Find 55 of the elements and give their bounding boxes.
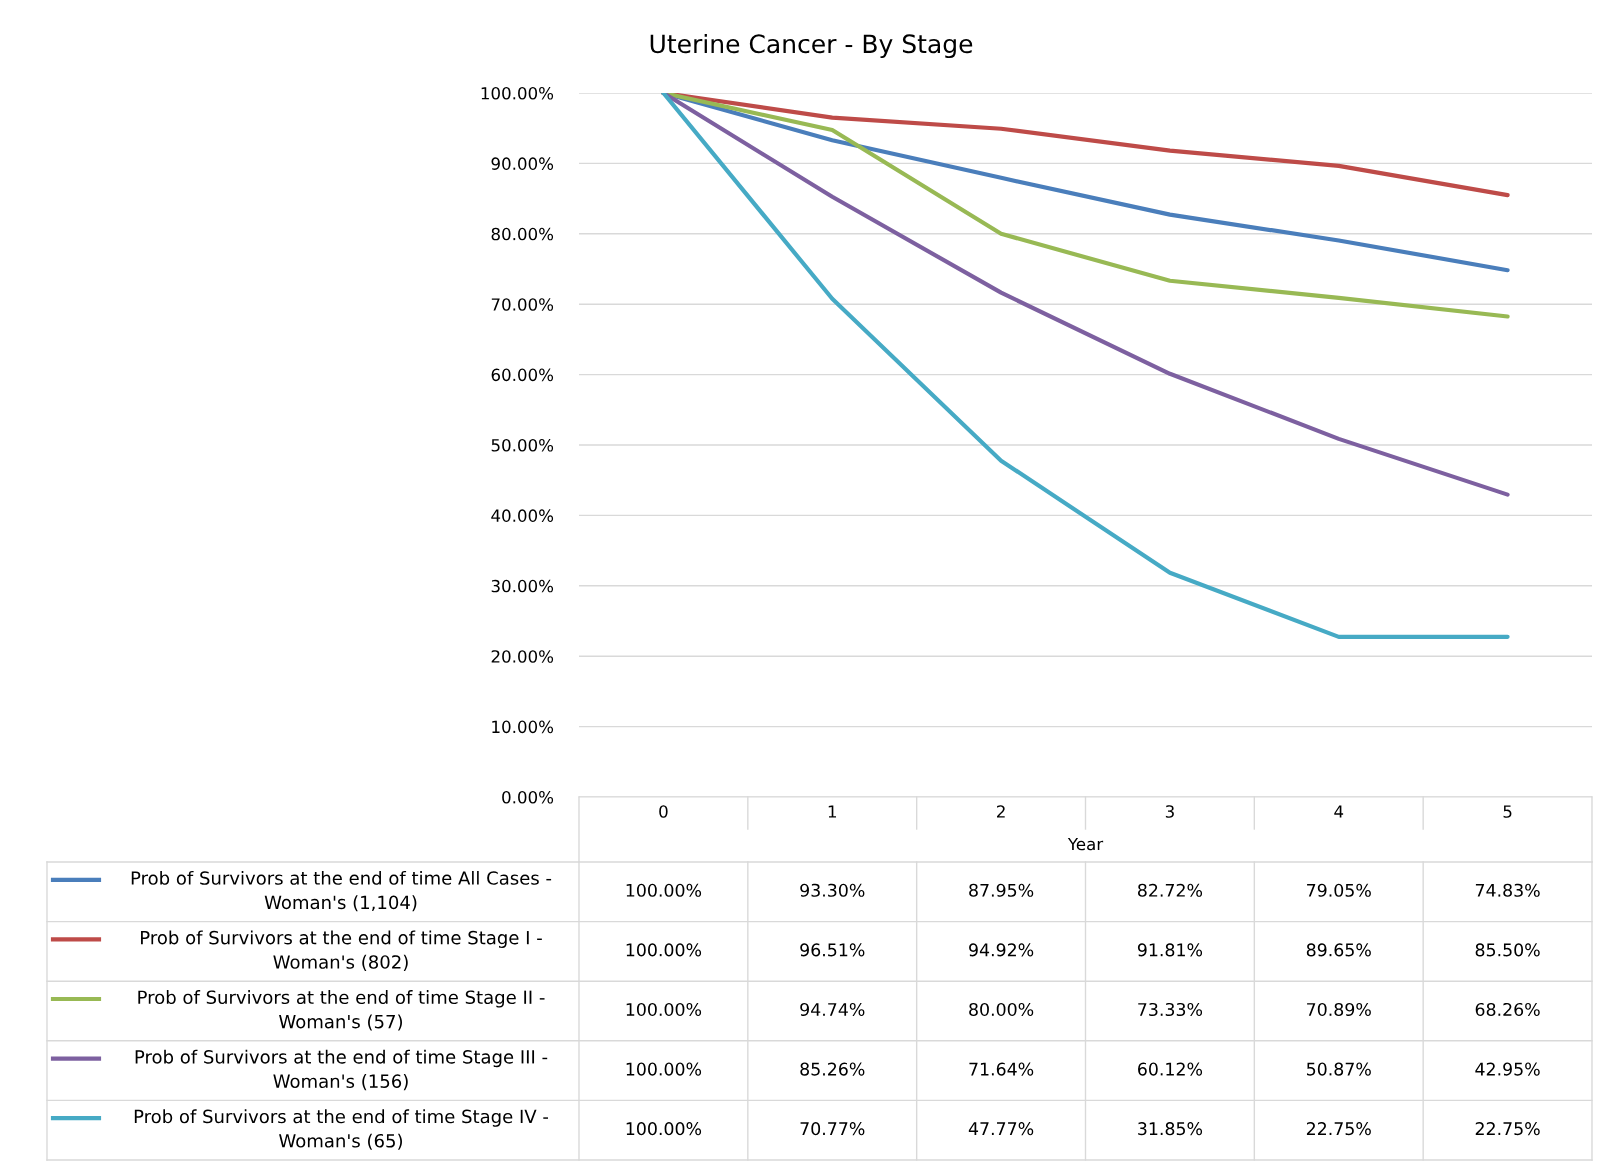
y-tick-label: 20.00% [491,650,554,663]
y-tick-label: 50.00% [491,438,554,452]
x-axis-title: Year [1067,837,1104,851]
data-label: 74.83% [1475,883,1540,897]
data-label: 100.00% [626,943,702,957]
data-label: 31.85% [1138,1122,1203,1136]
data-label: 22.75% [1306,1122,1371,1136]
x-tick-label: 5 [1503,805,1512,818]
y-tick-label: 40.00% [491,509,554,522]
data-label: 89.65% [1306,943,1371,957]
data-label: 100.00% [626,1062,702,1076]
legend-label: Prob of Survivors at the end of time Stage III - Woman's (156) [135,1049,548,1091]
x-tick-label: 1 [828,805,837,818]
x-tick-label: 3 [1165,805,1174,818]
data-label: 47.77% [968,1122,1034,1136]
data-label: 80.00% [969,1002,1034,1017]
data-label: 60.12% [1138,1062,1203,1076]
data-label: 100.00% [626,1122,702,1136]
data-label: 71.64% [969,1062,1034,1076]
data-label: 50.87% [1306,1062,1371,1076]
data-label: 85.50% [1475,943,1540,957]
data-label: 91.81% [1137,943,1203,957]
legend-label: Prob of Survivors at the end of time Stage I - Woman's (802) [141,930,542,971]
y-tick-label: 30.00% [491,579,554,593]
legend-label: Prob of Survivors at the end of time Stage IV - Woman's (65) [134,1109,549,1150]
x-tick-label: 2 [997,805,1005,818]
data-label: 70.89% [1307,1002,1371,1017]
y-tick-label: 10.00% [492,720,554,734]
y-tick-label: 90.00% [491,157,554,170]
y-tick-label: 0.00% [502,790,554,804]
data-label: 22.75% [1475,1122,1540,1136]
line-series [661,93,1510,639]
data-label: 94.74% [800,1002,865,1017]
legend-label: Prob of Survivors at the end of time Stage II - Woman's (57) [138,990,545,1031]
chart-title: Uterine Cancer - By Stage [650,33,973,59]
data-label: 42.95% [1475,1062,1540,1076]
data-label: 94.92% [969,943,1034,957]
data-label: 93.30% [800,883,865,897]
data-label: 82.72% [1138,883,1203,897]
data-label: 87.95% [969,883,1034,897]
legend-label: Prob of Survivors at the end of time All Cases - Woman's (1,104) [131,870,552,912]
y-tick-label: 100.00% [481,86,554,100]
data-label: 70.77% [800,1122,865,1136]
data-label: 100.00% [626,883,702,897]
y-tick-label: 70.00% [491,298,554,311]
data-label: 68.26% [1475,1002,1540,1017]
x-tick-label: 0 [659,805,668,818]
data-label: 100.00% [626,1002,702,1017]
y-tick-label: 60.00% [491,368,554,382]
x-tick-label: 4 [1334,805,1344,818]
y-tick-label: 80.00% [491,227,554,241]
data-label: 73.33% [1138,1002,1203,1017]
data-label: 79.05% [1307,883,1371,897]
data-label: 85.26% [800,1062,865,1076]
data-label: 96.51% [800,943,865,957]
